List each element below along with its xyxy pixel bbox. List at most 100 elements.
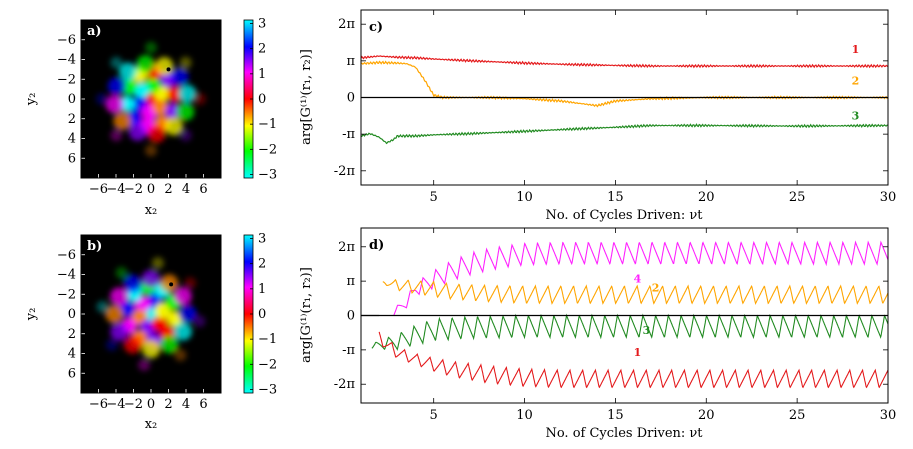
x-tick-label: 30 — [880, 190, 897, 205]
plot-c-frame — [360, 9, 889, 186]
panel-c: 1 2 3 5 10 15 20 25 30 2π π 0 -π -2π c) No. of Cycle… — [299, 9, 896, 223]
plot-d-ylabel: arg[G⁽¹⁾(r₁, r₂)] — [299, 267, 314, 363]
x-tick-label: 2 — [164, 397, 172, 412]
plot-d-frame — [360, 227, 889, 404]
phase-blob — [160, 335, 179, 354]
y-tick-label: 2 — [68, 112, 76, 127]
heatmap-b-frame — [80, 234, 222, 394]
heatmap-b-xlabel: x₂ — [145, 417, 158, 432]
x-tick-label: −4 — [106, 182, 125, 197]
x-tick-label: 20 — [698, 408, 715, 423]
phase-blob — [170, 67, 189, 86]
x-tick-label: 4 — [182, 397, 190, 412]
y-tick-label: −6 — [57, 248, 76, 263]
colorbar-b-ticks: 3 2 1 0 −1 −2 −3 — [250, 232, 277, 397]
heatmap-a-frame — [80, 19, 222, 179]
phase-blob — [142, 340, 161, 359]
panel-b-label: b) — [87, 239, 102, 254]
phase-halo-blob — [194, 93, 206, 105]
phase-blob — [141, 269, 160, 288]
phase-blob — [178, 304, 197, 323]
y-tick-label: 2 — [68, 327, 76, 342]
colorbar-a-ticks: 3 2 1 0 −1 −2 −3 — [250, 17, 277, 182]
series-1-line — [360, 55, 889, 69]
colorbar-tick-label: 2 — [258, 42, 266, 57]
heatmap-a-xlabel: x₂ — [145, 203, 158, 218]
x-tick-label: 15 — [607, 190, 624, 205]
phase-blob — [173, 287, 192, 306]
phase-halo-blob — [193, 315, 206, 328]
phase-halo-blob — [110, 56, 123, 69]
plot-c-ylabel: arg[G⁽¹⁾(r₁, r₂)] — [299, 49, 314, 145]
x-tick-label: −6 — [89, 182, 108, 197]
y-tick-label: −6 — [57, 33, 76, 48]
series-label-3: 3 — [852, 110, 860, 123]
colorbar-tick-label: −2 — [258, 357, 277, 372]
plot-d-xlabel: No. of Cycles Driven: νt — [545, 426, 703, 441]
panel-d: 42 31 5 10 15 20 25 30 2π π 0 -π -2π d) No. of Cycl… — [299, 227, 896, 441]
x-tick-label: 0 — [147, 397, 155, 412]
colorbar-tick-label: 0 — [258, 92, 266, 107]
colorbar-tick-label: 1 — [258, 282, 266, 297]
phase-blob — [136, 55, 155, 74]
phase-blob — [165, 117, 184, 136]
y-tick-label: -π — [342, 127, 355, 142]
phase-blob — [113, 112, 132, 131]
phase-blob — [128, 122, 147, 141]
phase-blob — [176, 102, 195, 121]
phase-blob — [155, 57, 174, 76]
phase-halo-blob — [96, 300, 109, 313]
y-tick-label: π — [346, 274, 355, 289]
plot-d-ticks: 5 10 15 20 25 30 2π π 0 -π -2π — [334, 228, 896, 423]
panel-d-label: d) — [369, 238, 384, 253]
x-tick-label: 25 — [789, 408, 806, 423]
x-tick-label: 20 — [698, 190, 715, 205]
x-tick-label: −6 — [89, 397, 108, 412]
series-3-line — [360, 123, 889, 145]
heatmap-a-marker-point — [166, 67, 171, 72]
x-tick-label: 0 — [147, 182, 155, 197]
colorbar-tick-label: −2 — [258, 142, 277, 157]
x-tick-label: 5 — [430, 190, 438, 205]
phase-blob — [133, 82, 150, 99]
colorbar-tick-label: 1 — [258, 67, 266, 82]
x-tick-label: 30 — [880, 408, 897, 423]
x-tick-label: 6 — [199, 182, 207, 197]
series-3-line — [371, 313, 889, 351]
plot-c-series: 1 2 3 — [360, 43, 889, 145]
x-tick-label: 25 — [789, 190, 806, 205]
phase-halo-blob — [105, 338, 118, 351]
colorbar-tick-label: −1 — [258, 117, 277, 132]
series-2-line — [360, 60, 889, 108]
phase-blob — [110, 287, 129, 306]
series-4-line — [393, 240, 889, 316]
y-tick-label: π — [346, 54, 355, 69]
phase-halo-blob — [179, 129, 192, 142]
x-tick-label: −2 — [124, 182, 143, 197]
phase-halo-blob — [174, 349, 187, 362]
phase-blob — [110, 322, 129, 341]
plot-c-ticks: 5 10 15 20 25 30 2π π 0 -π -2π — [334, 10, 896, 205]
y-tick-label: 0 — [68, 307, 76, 322]
phase-halo-blob — [115, 266, 128, 279]
colorbar-tick-label: −3 — [258, 382, 277, 397]
series-label-1: 1 — [634, 346, 642, 359]
y-tick-label: −4 — [57, 53, 76, 68]
phase-blob — [178, 84, 197, 103]
heatmap-b-marker-point — [169, 282, 174, 287]
series-label-3: 3 — [643, 324, 651, 337]
phase-halo-blob — [184, 277, 197, 290]
phase-blob — [147, 124, 166, 143]
colorbar-tick-label: 3 — [258, 17, 266, 32]
colorbar-tick-label: 3 — [258, 232, 266, 247]
colorbar-tick-label: 2 — [258, 257, 266, 272]
phase-blob — [105, 305, 124, 324]
y-tick-label: -2π — [334, 164, 356, 179]
x-tick-label: 10 — [516, 190, 533, 205]
phase-blob — [118, 62, 137, 81]
x-tick-label: 10 — [516, 408, 533, 423]
